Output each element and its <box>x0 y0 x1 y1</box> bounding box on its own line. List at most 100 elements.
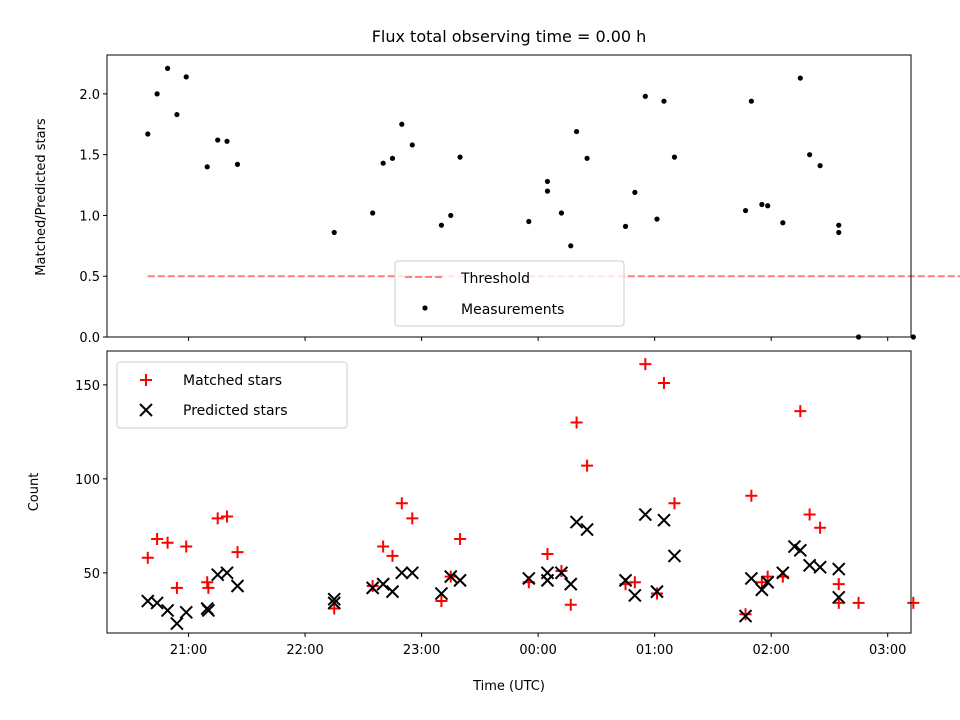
legend-predicted-label: Predicted stars <box>183 403 288 419</box>
predicted-star-point <box>802 558 817 573</box>
measurement-point <box>389 155 396 161</box>
measurement-point <box>183 74 189 80</box>
matched-star-point <box>328 602 341 615</box>
predicted-star-point <box>230 579 245 593</box>
bottom-xtick-label: 03:00 <box>869 643 906 658</box>
legend-threshold-label: Threshold <box>460 271 530 287</box>
top-legend-box <box>394 260 625 327</box>
matched-star-point <box>151 533 164 545</box>
top-title: Flux total observing time = 0.00 h <box>372 27 647 46</box>
measurement-point <box>836 229 842 236</box>
measurement-point <box>215 137 221 143</box>
predicted-star-point <box>453 573 467 588</box>
top-ytick-label: 1.5 <box>79 149 100 164</box>
matched-star-point <box>221 510 234 523</box>
predicted-star-point <box>327 592 341 606</box>
measurement-point <box>748 98 754 104</box>
measurement-point <box>399 121 405 127</box>
matched-star-point <box>761 570 774 583</box>
matched-star-point <box>564 598 577 611</box>
measurement-point <box>409 142 415 148</box>
matched-star-point <box>668 497 681 510</box>
predicted-star-point <box>444 569 458 584</box>
top-ytick-label: 0.5 <box>79 270 100 285</box>
measurement-point <box>544 188 551 194</box>
bottom-xtick-label: 02:00 <box>752 643 789 658</box>
measurement-point <box>448 212 454 219</box>
matched-star-point <box>832 596 845 609</box>
measurement-point <box>797 75 803 81</box>
predicted-star-point <box>667 549 682 563</box>
measurement-point <box>204 164 210 170</box>
matched-star-point <box>628 576 641 589</box>
bottom-xtick-label: 00:00 <box>519 643 556 658</box>
matched-star-point <box>832 578 845 591</box>
predicted-star-point <box>201 603 216 618</box>
top-ytick-label: 1.0 <box>79 209 100 224</box>
measurement-point <box>234 161 241 167</box>
matched-star-point <box>141 551 154 564</box>
measurement-point <box>836 222 842 228</box>
predicted-star-point <box>580 522 594 537</box>
measurement-point <box>544 178 551 185</box>
matched-star-point <box>570 416 583 429</box>
measurement-point <box>765 203 771 209</box>
bottom-ytick-label: 100 <box>75 473 100 488</box>
predicted-star-point <box>540 566 555 580</box>
matched-star-point <box>366 580 379 592</box>
bottom-xlabel: Time (UTC) <box>472 679 545 694</box>
predicted-star-point <box>434 586 449 601</box>
predicted-star-point <box>638 507 653 522</box>
top-ytick-label: 2.0 <box>79 88 100 103</box>
predicted-star-point <box>179 605 193 620</box>
measurement-point <box>742 207 749 214</box>
predicted-star-point <box>405 566 419 580</box>
top-ylabel: Matched/Predicted stars <box>34 118 49 276</box>
predicted-star-point <box>744 571 759 586</box>
top-axes-frame <box>106 54 912 338</box>
predicted-star-point <box>738 609 753 623</box>
predicted-star-point <box>385 584 400 599</box>
measurement-point <box>780 220 786 226</box>
matched-star-point <box>555 564 568 577</box>
matched-star-point <box>170 581 183 594</box>
matched-star-point <box>803 508 816 521</box>
matched-star-point <box>794 405 807 418</box>
measurement-point <box>654 216 660 222</box>
measurement-point <box>568 243 574 249</box>
measurement-point <box>573 128 580 135</box>
measurement-point <box>164 65 171 71</box>
matched-star-point <box>852 596 865 609</box>
measurement-point <box>145 131 151 137</box>
predicted-star-point <box>832 562 846 576</box>
top-plot-area: 0.0 0.5 1.0 1.5 2.0 <box>79 65 960 346</box>
measurement-point <box>642 93 648 99</box>
predicted-star-point <box>220 566 234 580</box>
predicted-star-point <box>150 596 164 610</box>
matched-star-point <box>386 549 399 562</box>
bottom-xtick-label: 21:00 <box>170 643 207 658</box>
matched-star-point <box>231 546 244 559</box>
predicted-star-point <box>395 566 409 580</box>
legend-predicted-swatch <box>139 403 153 417</box>
predicted-star-point <box>793 543 808 557</box>
predicted-star-point <box>376 577 390 591</box>
measurement-point <box>632 189 638 195</box>
bottom-plot-area: 50 100 150 21:00 22:00 23:00 00:00 01:00 02:00 03… <box>75 358 920 658</box>
matched-star-point <box>639 358 652 371</box>
predicted-star-point <box>554 566 569 580</box>
measurement-point <box>671 154 678 160</box>
measurement-point <box>807 152 813 158</box>
bottom-legend-box <box>116 361 348 429</box>
matched-star-point <box>180 540 193 553</box>
matched-star-point <box>211 512 224 525</box>
matched-star-point <box>161 536 174 549</box>
matched-star-point <box>745 489 758 502</box>
legend-measurements-swatch <box>422 305 428 311</box>
predicted-star-point <box>569 515 584 529</box>
predicted-star-point <box>522 571 536 586</box>
measurement-point <box>661 98 667 104</box>
matched-star-point <box>395 497 408 510</box>
matched-star-point <box>406 512 419 525</box>
